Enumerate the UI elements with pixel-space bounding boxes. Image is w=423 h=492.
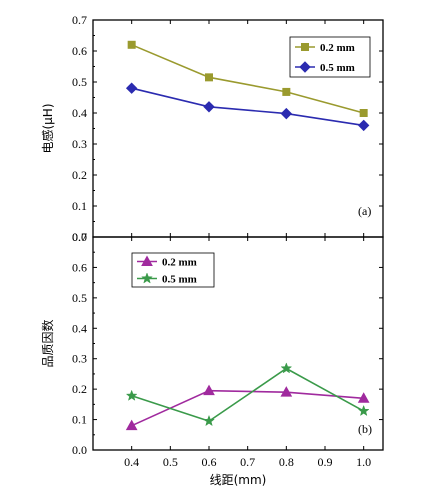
series-line — [131, 87, 364, 127]
y-tick-label: 0.2 — [72, 382, 87, 396]
data-point — [127, 40, 136, 49]
panel-label: (a) — [358, 204, 371, 218]
legend-label: 0.5 mm — [162, 274, 197, 286]
x-tick-label: 0.8 — [279, 455, 294, 469]
series-0 — [127, 40, 368, 117]
data-point — [357, 404, 370, 417]
data-point — [205, 73, 213, 82]
data-point — [280, 386, 293, 397]
data-point — [125, 82, 138, 94]
x-tick-label: 0.5 — [163, 455, 178, 469]
legend: 0.2 mm 0.5 mm — [131, 252, 215, 288]
y-tick-label: 0.1 — [72, 413, 87, 427]
chart-panel-a: 0.00.10.20.30.40.50.60.7电感(μH)(a)0.2 mm0… — [40, 13, 384, 244]
x-tick-label: 0.4 — [124, 455, 139, 469]
series-0 — [125, 384, 370, 431]
x-tick-label: 0.9 — [318, 455, 333, 469]
data-point — [280, 107, 293, 120]
data-point — [125, 389, 138, 401]
y-tick-label: 0.1 — [72, 199, 87, 213]
y-tick-label: 0.2 — [72, 168, 87, 182]
y-tick-label: 0.0 — [72, 230, 87, 244]
y-tick-label: 0.5 — [72, 75, 87, 89]
x-tick-label: 1.0 — [356, 455, 371, 469]
panel-label: (b) — [358, 422, 372, 436]
legend-label: 0.2 mm — [320, 42, 355, 54]
y-tick-label: 0.4 — [72, 321, 87, 335]
x-axis-title: 线距(mm) — [210, 473, 267, 487]
data-point — [203, 414, 215, 427]
legend-marker — [299, 61, 311, 73]
y-tick-label: 0.7 — [72, 13, 87, 27]
y-tick-label: 0.3 — [72, 352, 87, 366]
legend-label: 0.5 mm — [320, 62, 355, 74]
x-tick-label: 0.6 — [202, 455, 217, 469]
data-point — [280, 362, 293, 374]
y-tick-label: 0.6 — [72, 260, 87, 274]
data-point — [357, 392, 370, 403]
legend-label: 0.2 mm — [162, 257, 197, 269]
data-point — [125, 419, 138, 431]
y-tick-label: 0.6 — [72, 44, 87, 58]
y-tick-label: 0.5 — [72, 291, 87, 305]
data-point — [282, 87, 291, 96]
series-1 — [125, 82, 370, 132]
y-tick-label: 0.0 — [72, 443, 87, 457]
chart-panel-b: 0.0 0.1 0.2 0.3 0.4 0.5 0.6 0.7 0.4 0.5 0.6 0.7 0.8 0… — [40, 230, 384, 487]
series-line — [131, 389, 364, 427]
legend-marker — [301, 43, 309, 51]
x-tick-label: 0.7 — [240, 455, 255, 469]
y-axis-title: 电感(μH) — [40, 103, 55, 153]
legend-marker — [141, 255, 153, 266]
y-tick-label: 0.3 — [72, 137, 87, 151]
y-axis-title: 品质因数 — [40, 319, 55, 367]
legend-marker — [141, 272, 153, 284]
y-tick-label: 0.7 — [72, 230, 87, 244]
data-point — [357, 119, 370, 132]
data-point — [203, 101, 215, 113]
series-1 — [125, 362, 370, 427]
data-point — [203, 384, 215, 396]
data-point — [359, 109, 368, 117]
y-tick-label: 0.4 — [72, 106, 87, 120]
series-line — [131, 367, 365, 422]
series-line — [131, 44, 364, 114]
legend: 0.2 mm 0.5 mm — [289, 36, 371, 78]
